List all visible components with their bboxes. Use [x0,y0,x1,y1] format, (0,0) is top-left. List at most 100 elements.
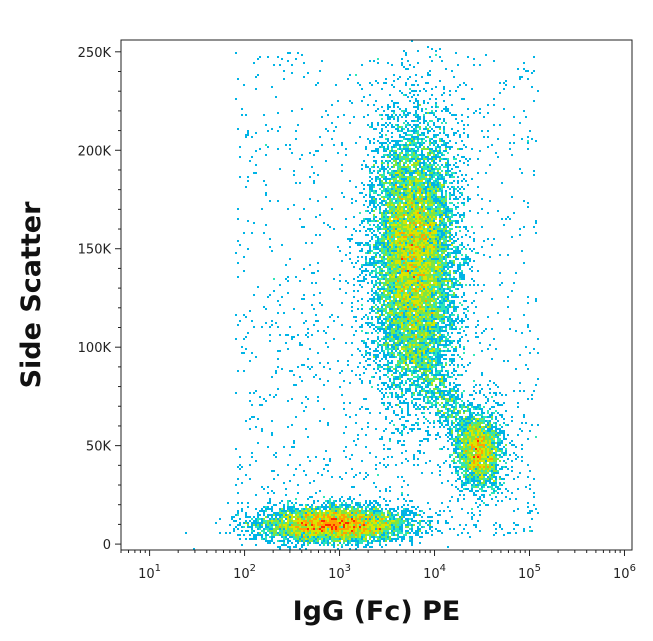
event-dot [385,250,387,252]
event-dot [369,168,371,170]
event-dot [371,232,373,234]
event-dot [379,136,381,138]
event-dot [413,254,415,256]
event-dot [411,210,413,212]
event-dot [415,202,417,204]
event-dot [391,154,393,156]
event-dot [453,172,455,174]
event-dot [449,302,451,304]
event-dot [455,226,457,228]
event-dot [435,310,437,312]
event-dot [407,282,409,284]
event-dot [399,308,401,310]
event-dot [413,302,415,304]
event-dot [445,108,447,110]
event-dot [451,320,453,322]
event-dot [407,334,409,336]
event-dot [371,124,373,126]
event-dot [405,82,407,84]
event-dot [427,198,429,200]
event-dot [377,230,379,232]
event-dot [459,136,461,138]
event-dot [367,166,369,168]
event-dot [371,322,373,324]
event-dot [387,342,389,344]
event-dot [479,342,481,344]
event-dot [405,152,407,154]
event-dot [383,222,385,224]
event-dot [467,264,469,266]
event-dot [533,348,535,350]
event-dot [457,264,459,266]
event-dot [371,262,373,264]
event-dot [387,270,389,272]
event-dot [371,288,373,290]
event-dot [271,320,273,322]
event-dot [401,334,403,336]
event-dot [435,318,437,320]
event-dot [431,262,433,264]
event-dot [295,58,297,60]
event-dot [463,214,465,216]
event-dot [393,182,395,184]
event-dot [397,164,399,166]
event-dot [377,178,379,180]
event-dot [445,192,447,194]
event-dot [419,350,421,352]
event-dot [427,284,429,286]
event-dot [397,242,399,244]
event-dot [421,152,423,154]
event-dot [393,328,395,330]
event-dot [419,174,421,176]
event-dot [397,342,399,344]
event-dot [415,240,417,242]
event-dot [407,198,409,200]
event-dot [401,170,403,172]
event-dot [439,184,441,186]
event-dot [315,150,317,152]
event-dot [409,180,411,182]
event-dot [405,172,407,174]
event-dot [235,338,237,340]
event-dot [423,120,425,122]
event-dot [507,296,509,298]
event-dot [417,182,419,184]
event-dot [385,310,387,312]
event-dot [397,142,399,144]
event-dot [385,244,387,246]
event-dot [435,276,437,278]
event-dot [413,66,415,68]
event-dot [391,348,393,350]
event-dot [429,244,431,246]
event-dot [405,262,407,264]
event-dot [295,130,297,132]
event-dot [457,186,459,188]
event-dot [373,302,375,304]
event-dot [361,250,363,252]
event-dot [413,240,415,242]
event-dot [417,106,419,108]
event-dot [415,190,417,192]
event-dot [375,358,377,360]
event-dot [395,186,397,188]
event-dot [405,264,407,266]
event-dot [387,348,389,350]
event-dot [443,266,445,268]
event-dot [427,184,429,186]
event-dot [425,300,427,302]
event-dot [371,276,373,278]
event-dot [405,266,407,268]
event-dot [439,256,441,258]
event-dot [381,350,383,352]
event-dot [411,204,413,206]
event-dot [435,350,437,352]
event-dot [365,352,367,354]
event-dot [409,274,411,276]
event-dot [431,318,433,320]
event-dot [369,326,371,328]
event-dot [397,286,399,288]
event-dot [405,296,407,298]
event-dot [407,274,409,276]
event-dot [437,198,439,200]
event-dot [359,244,361,246]
